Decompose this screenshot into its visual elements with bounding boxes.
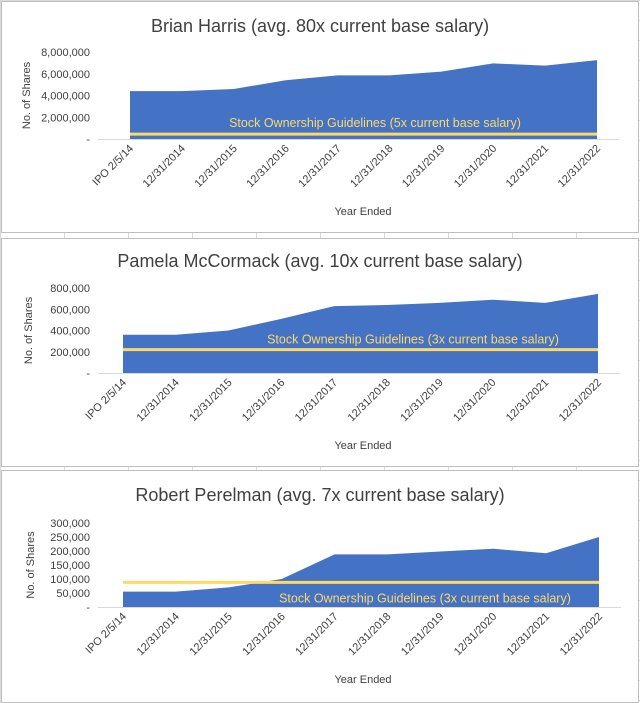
x-tick-label: 12/31/2017 [296, 143, 343, 190]
guideline-label: Stock Ownership Guidelines (5x current b… [229, 116, 521, 130]
x-tick-label: 12/31/2019 [399, 611, 446, 658]
shares-area [123, 537, 599, 607]
chart-svg-brian-harris: Brian Harris (avg. 80x current base sala… [21, 16, 619, 218]
x-tick-label: 12/31/2016 [240, 377, 287, 424]
y-axis-label: No. of Shares [25, 531, 37, 599]
x-tick-label: 12/31/2019 [398, 377, 445, 424]
chart-title: Robert Perelman (avg. 7x current base sa… [135, 485, 504, 505]
x-axis-label: Year Ended [334, 206, 391, 218]
shares-area [123, 293, 598, 373]
y-axis-label: No. of Shares [21, 61, 33, 129]
y-tick-label: 2,000,000 [41, 112, 90, 124]
y-tick-label: 400,000 [50, 326, 90, 338]
x-tick-label: 12/31/2014 [134, 377, 181, 424]
x-tick-label: 12/31/2022 [558, 611, 605, 658]
guideline-label: Stock Ownership Guidelines (3x current b… [279, 591, 571, 605]
x-tick-label: IPO 2/5/14 [83, 377, 129, 423]
x-tick-label: 12/31/2022 [556, 143, 603, 190]
chart-panel-robert-perelman[interactable]: Robert Perelman (avg. 7x current base sa… [1, 470, 639, 703]
x-tick-label: 12/31/2016 [244, 143, 291, 190]
x-tick-label: 12/31/2020 [452, 611, 499, 658]
y-tick-label: 200,000 [50, 347, 90, 359]
chart-svg-pamela-mccormack: Pamela McCormack (avg. 10x current base … [23, 251, 620, 452]
chart-title: Pamela McCormack (avg. 10x current base … [117, 251, 522, 271]
y-tick-label: 800,000 [50, 283, 90, 295]
x-tick-label: 12/31/2021 [504, 143, 551, 190]
x-tick-label: 12/31/2015 [187, 377, 234, 424]
x-tick-label: IPO 2/5/14 [83, 611, 129, 657]
x-axis-label: Year Ended [334, 674, 391, 686]
x-tick-label: 12/31/2020 [451, 377, 498, 424]
x-tick-label: 12/31/2018 [346, 611, 393, 658]
y-tick-label: 100,000 [50, 574, 90, 586]
y-axis-label: No. of Shares [23, 296, 35, 364]
x-tick-label: 12/31/2017 [293, 377, 340, 424]
x-tick-label: 12/31/2014 [141, 143, 188, 190]
y-tick-label: - [86, 602, 90, 614]
x-tick-label: 12/31/2017 [293, 611, 340, 658]
chart-svg-robert-perelman: Robert Perelman (avg. 7x current base sa… [25, 485, 621, 686]
y-tick-label: 250,000 [50, 532, 90, 544]
y-tick-label: 8,000,000 [41, 47, 90, 59]
y-tick-label: 6,000,000 [41, 69, 90, 81]
x-tick-label: 12/31/2021 [505, 611, 552, 658]
chart-panel-pamela-mccormack[interactable]: Pamela McCormack (avg. 10x current base … [1, 238, 639, 467]
y-tick-label: 600,000 [50, 304, 90, 316]
x-tick-label: 12/31/2018 [348, 143, 395, 190]
x-tick-label: 12/31/2022 [557, 377, 604, 424]
chart-title: Brian Harris (avg. 80x current base sala… [151, 16, 489, 36]
y-tick-label: 150,000 [50, 560, 90, 572]
chart-panel-brian-harris[interactable]: Brian Harris (avg. 80x current base sala… [1, 1, 639, 233]
y-tick-label: 300,000 [50, 518, 90, 530]
y-tick-label: - [86, 368, 90, 380]
shares-area [130, 60, 597, 139]
y-tick-label: 200,000 [50, 546, 90, 558]
y-tick-label: 4,000,000 [41, 91, 90, 103]
y-tick-label: 50,000 [56, 588, 90, 600]
x-tick-label: 12/31/2015 [187, 611, 234, 658]
x-tick-label: 12/31/2019 [400, 143, 447, 190]
x-tick-label: 12/31/2021 [504, 377, 551, 424]
x-tick-label: 12/31/2015 [192, 143, 239, 190]
y-tick-label: - [86, 134, 90, 146]
x-tick-label: 12/31/2016 [240, 611, 287, 658]
x-tick-label: 12/31/2014 [135, 611, 182, 658]
guideline-label: Stock Ownership Guidelines (3x current b… [267, 333, 559, 347]
x-axis-label: Year Ended [334, 440, 391, 452]
x-tick-label: 12/31/2018 [346, 377, 393, 424]
x-tick-label: IPO 2/5/14 [90, 143, 136, 189]
x-tick-label: 12/31/2020 [452, 143, 499, 190]
